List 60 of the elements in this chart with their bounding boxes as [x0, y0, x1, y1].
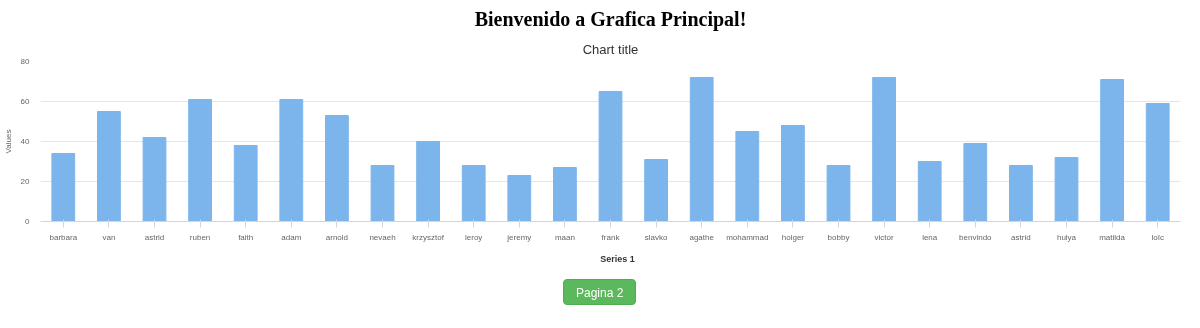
x-tick-label: lena	[922, 232, 938, 242]
bar	[279, 99, 304, 222]
x-tick-label: maan	[554, 232, 575, 242]
bar	[1009, 165, 1033, 222]
bar	[872, 77, 896, 222]
x-tick-label: matilda	[1099, 232, 1126, 242]
x-tick-label: ruben	[189, 232, 211, 242]
y-tick-label: 20	[20, 177, 31, 186]
bar	[735, 131, 760, 222]
x-tick-label: benvindo	[959, 232, 993, 242]
y-tick-label: 60	[20, 97, 31, 106]
bar	[461, 165, 486, 222]
x-tick-label: slavko	[644, 232, 668, 242]
bar	[97, 111, 121, 222]
x-tick-label: barbara	[49, 232, 78, 242]
bar	[370, 165, 395, 222]
bar	[1054, 157, 1079, 222]
bar	[325, 115, 349, 222]
x-tick-label: faith	[238, 232, 254, 242]
y-axis-title: Values	[3, 129, 13, 154]
x-tick-label: astrid	[1011, 232, 1031, 242]
bar	[507, 175, 532, 222]
x-tick-label: holger	[781, 232, 805, 242]
bar	[142, 137, 167, 222]
bar	[188, 99, 212, 222]
x-tick-label: victor	[874, 232, 894, 242]
bar	[1100, 79, 1124, 222]
y-tick-label: 80	[20, 57, 31, 66]
x-tick-label: arnold	[325, 232, 349, 242]
y-tick-label: 0	[25, 217, 31, 226]
bar	[598, 91, 623, 222]
bar	[963, 143, 988, 222]
x-tick-label: adam	[281, 232, 302, 242]
x-tick-label: loïc	[1151, 232, 1164, 242]
x-tick-label: jeremy	[506, 232, 532, 242]
chart-title: Bienvenido a Grafica Principal!	[474, 7, 747, 31]
x-tick-label: mohammad	[726, 232, 769, 242]
x-tick-label: bobby	[827, 232, 850, 242]
x-tick-label: hulya	[1056, 232, 1077, 242]
bar	[1145, 103, 1170, 222]
bar	[416, 141, 440, 222]
x-tick-label: leroy	[465, 232, 483, 242]
bar	[553, 167, 577, 222]
bar	[781, 125, 805, 222]
x-tick-label: krzysztof	[412, 232, 445, 242]
text: Series 1	[600, 254, 635, 264]
x-tick-label: frank	[601, 232, 621, 242]
chart-subtitle: Chart title	[582, 41, 639, 57]
x-tick-label: astrid	[144, 232, 165, 242]
y-tick-label: 40	[20, 137, 31, 146]
bar	[826, 165, 851, 222]
bar	[689, 77, 714, 222]
bar	[51, 153, 76, 222]
bar	[644, 159, 668, 222]
bar	[233, 145, 258, 222]
x-tick-label: agathe	[689, 232, 715, 242]
x-tick-label: van	[102, 232, 116, 242]
bar	[917, 161, 942, 222]
x-tick-label: nevaeh	[369, 232, 396, 242]
text: Pagina 2	[563, 279, 637, 305]
